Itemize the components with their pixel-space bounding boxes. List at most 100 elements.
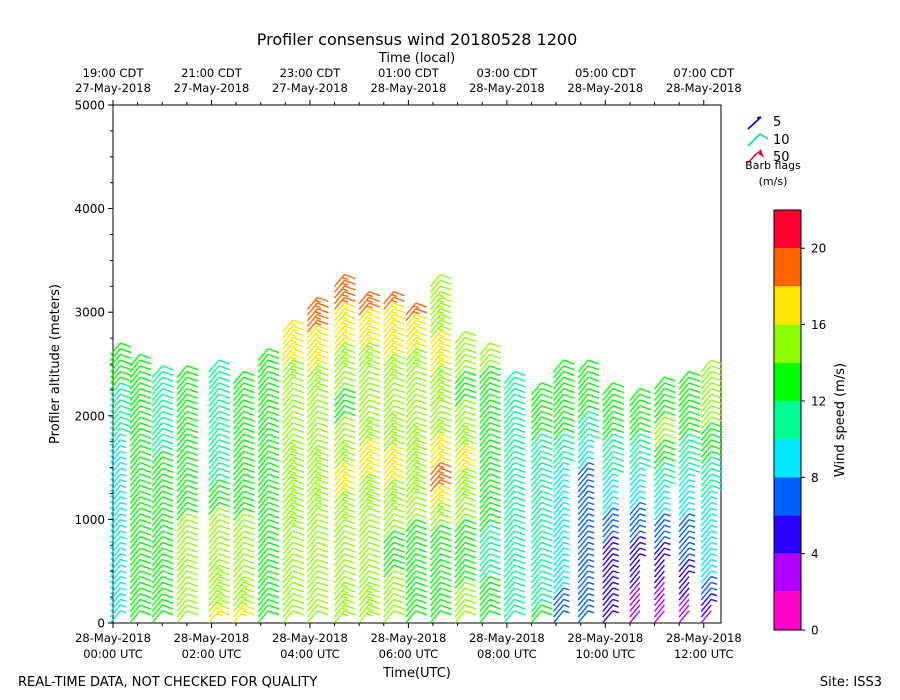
wind-barb-half [216, 584, 223, 588]
wind-barb-feather [218, 496, 231, 502]
wind-barb-feather [267, 450, 280, 456]
wind-barb [429, 541, 441, 555]
wind-barb-feather [489, 370, 501, 377]
wind-barb [383, 570, 395, 584]
wind-barb [282, 399, 294, 413]
wind-barb [602, 576, 614, 590]
wind-barb [577, 604, 589, 618]
wind-barb-feather [393, 370, 405, 377]
wind-barb [333, 553, 345, 567]
wind-barb-half [120, 610, 127, 614]
wind-barb [503, 576, 515, 590]
wind-barb-feather [317, 518, 329, 525]
wind-barb [629, 502, 641, 515]
wind-barb [358, 399, 370, 413]
wind-barb [383, 484, 395, 498]
wind-barb [109, 376, 121, 390]
wind-barb-feather [317, 302, 329, 308]
wind-barb-feather [186, 593, 199, 599]
wind-barb-feather [587, 359, 600, 365]
wind-barb-half [612, 598, 619, 603]
wind-barb-feather [186, 501, 199, 508]
wind-barb-half [413, 459, 420, 463]
wind-barb [429, 274, 441, 288]
wind-barb-feather [587, 376, 600, 382]
wind-barb [503, 536, 515, 550]
wind-barb-half [639, 536, 647, 540]
barb-column [429, 273, 452, 624]
wind-barb-feather [186, 604, 199, 610]
wind-barb [333, 325, 345, 339]
wind-barb [208, 496, 220, 510]
wind-barb-feather [541, 404, 553, 411]
wind-barb [333, 405, 345, 419]
wind-barb-feather [317, 593, 329, 599]
wind-barb-feather [292, 393, 305, 399]
wind-barb-half [437, 464, 445, 469]
wind-barb-feather [393, 473, 405, 479]
wind-barb [257, 502, 269, 515]
wind-barb-feather [393, 564, 405, 570]
wind-barb-feather [464, 387, 477, 394]
wind-barb [405, 530, 417, 544]
wind-barb-half [587, 456, 595, 460]
wind-barb-feather [710, 359, 723, 365]
wind-barb-feather [162, 575, 174, 582]
wind-barb [233, 484, 245, 498]
wind-barb [653, 490, 665, 504]
wind-barb [602, 553, 614, 567]
wind-barb-feather [218, 479, 231, 485]
wind-barb [233, 462, 245, 476]
wind-barb-feather [162, 604, 174, 610]
wind-barb-half [437, 419, 445, 423]
wind-barb-feather [440, 285, 452, 291]
wind-barb [454, 564, 466, 578]
wind-barb-feather [541, 422, 553, 428]
wind-barb-half [437, 453, 445, 457]
wind-barb-half [240, 607, 248, 611]
wind-barb [454, 519, 466, 533]
wind-barb-half [711, 518, 718, 523]
wind-barb [629, 399, 641, 413]
wind-barb [151, 405, 163, 419]
wind-barb [700, 547, 712, 561]
wind-barb-feather [464, 330, 477, 337]
wind-barb-feather [186, 581, 199, 587]
wind-barb-feather [541, 399, 553, 405]
wind-barb-half [612, 501, 619, 506]
wind-barb [405, 541, 417, 555]
wind-barb-half [341, 595, 349, 600]
wind-barb-half [688, 541, 696, 546]
wind-barb-feather [415, 501, 428, 508]
wind-barb-half [587, 553, 595, 557]
wind-barb-feather [139, 593, 152, 599]
wind-barb-feather [218, 467, 231, 473]
wind-barb [282, 519, 294, 533]
wind-barb [333, 581, 345, 595]
wind-barb [233, 604, 245, 618]
barb-column [358, 291, 381, 624]
wind-barb-feather [186, 575, 199, 582]
wind-barb-feather [710, 473, 723, 479]
wind-barb [333, 416, 345, 430]
wind-barb-feather [368, 330, 381, 337]
wind-barb [383, 502, 395, 515]
wind-barb-feather [292, 547, 305, 553]
wind-barb-feather [688, 410, 701, 417]
wind-barb-feather [186, 376, 199, 382]
wind-barb-feather [415, 507, 428, 513]
wind-barb-feather [688, 416, 701, 422]
wind-barb-feather [292, 422, 305, 428]
wind-barb-half [587, 450, 595, 454]
wind-barb-feather [243, 467, 255, 473]
wind-barb [700, 371, 712, 384]
wind-barb [602, 610, 614, 624]
wind-barb-half [612, 524, 619, 528]
wind-barb-feather [514, 410, 526, 417]
wind-barb [383, 314, 395, 327]
wind-barb-feather [267, 484, 280, 491]
wind-barb [479, 467, 491, 481]
wind-barb [602, 467, 614, 481]
wind-barb-feather [489, 399, 501, 405]
wind-barb [383, 576, 395, 590]
